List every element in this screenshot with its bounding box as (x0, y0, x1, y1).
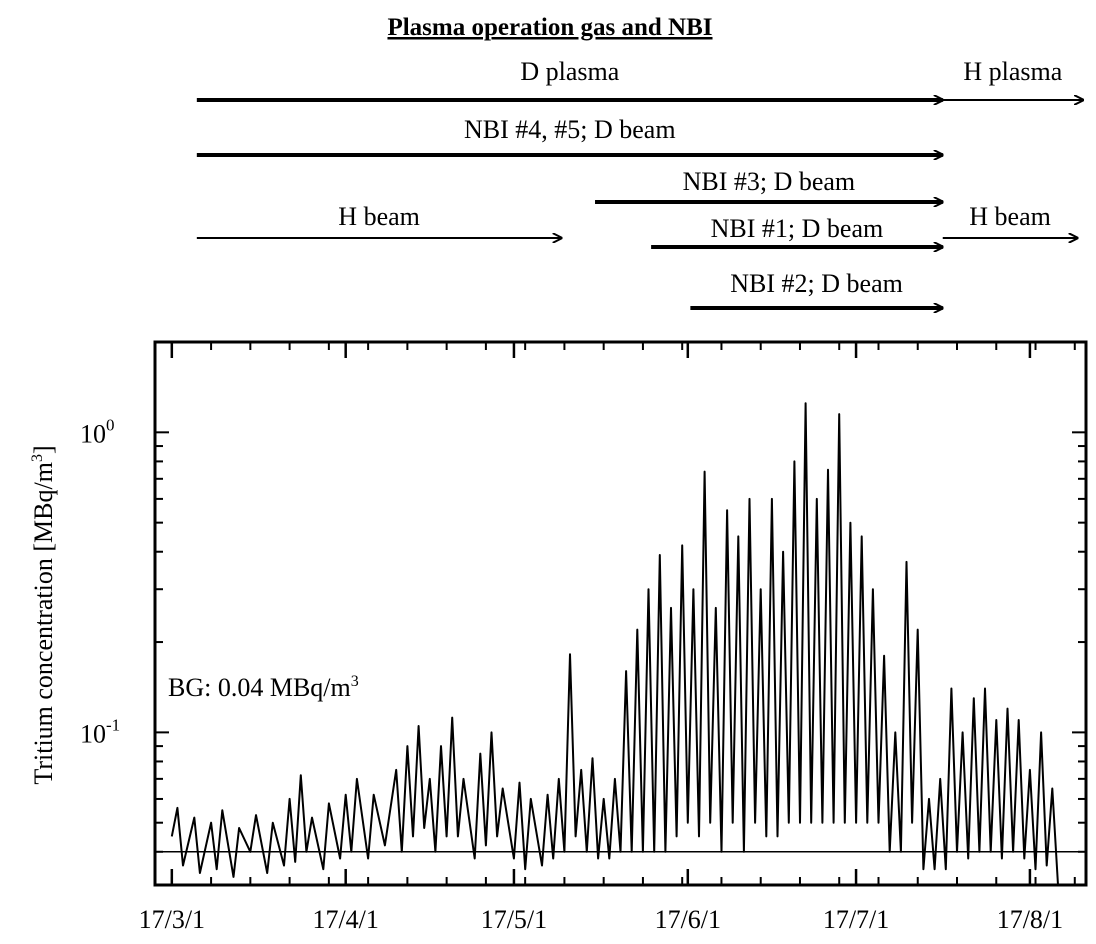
y-axis-label-bracket: ] (29, 445, 58, 454)
y-tick-label: 10-1 (80, 715, 120, 748)
background-unit-superscript: 3 (351, 673, 359, 690)
x-tick-label: 17/3/1 (139, 905, 205, 934)
timeline-label: H beam (338, 202, 420, 231)
y-axis-label: Tritium concentration [MBq/m3] (29, 445, 58, 784)
y-tick-label: 100 (80, 415, 115, 448)
timeline-label: D plasma (520, 57, 619, 86)
tritium-series-line (170, 402, 1059, 886)
x-tick-label: 17/8/1 (997, 905, 1063, 934)
timeline-label: NBI #4, #5; D beam (464, 115, 676, 144)
x-tick-label: 17/6/1 (655, 905, 721, 934)
x-tick-label: 17/5/1 (481, 905, 547, 934)
x-axis: 17/3/1 17/4/1 17/5/1 17/6/1 17/7/1 17/8/1 (139, 342, 1076, 934)
timeline-label: NBI #3; D beam (683, 167, 856, 196)
x-tick-label: 17/4/1 (312, 905, 378, 934)
timeline-label: NBI #2; D beam (730, 269, 903, 298)
x-tick-label: 17/7/1 (823, 905, 889, 934)
background-level-label: BG: 0.04 MBq/m3 (168, 673, 359, 702)
timeline-label: NBI #1; D beam (711, 214, 884, 243)
timeline-label: H beam (969, 202, 1051, 231)
timeline-label: H plasma (963, 57, 1062, 86)
y-axis: 100 10-1 (80, 341, 1086, 853)
operation-header-title: Plasma operation gas and NBI (387, 14, 712, 41)
y-axis-label-superscript: 3 (29, 454, 46, 462)
plot-frame (153, 340, 1088, 887)
